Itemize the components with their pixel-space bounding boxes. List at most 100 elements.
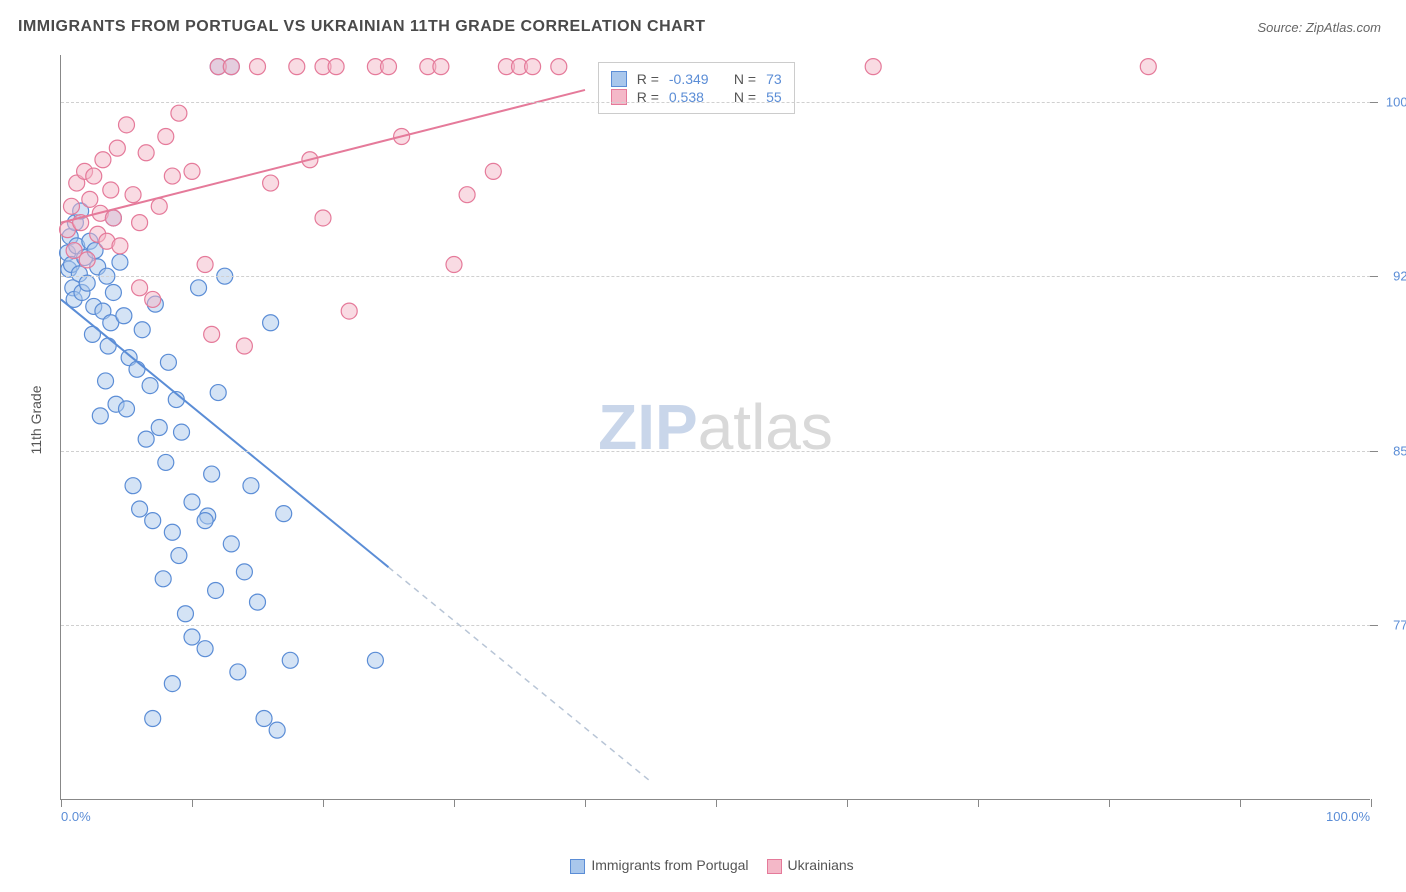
data-point — [138, 145, 154, 161]
n-label: N = — [734, 89, 756, 105]
data-point — [263, 315, 279, 331]
data-point — [116, 308, 132, 324]
x-tick — [716, 799, 717, 807]
y-axis-label: 11th Grade — [28, 385, 44, 454]
data-point — [171, 105, 187, 121]
data-point — [92, 408, 108, 424]
data-point — [79, 252, 95, 268]
legend-swatch — [570, 859, 585, 874]
correlation-legend: R = -0.349 N = 73R = 0.538 N = 55 — [598, 62, 795, 114]
correlation-legend-row: R = -0.349 N = 73 — [611, 71, 782, 87]
data-point — [289, 59, 305, 75]
data-point — [119, 117, 135, 133]
data-point — [250, 594, 266, 610]
x-tick — [1240, 799, 1241, 807]
n-value: 73 — [766, 71, 782, 87]
data-point — [100, 338, 116, 354]
source-attribution: Source: ZipAtlas.com — [1257, 20, 1381, 35]
gridline — [61, 102, 1370, 103]
data-point — [98, 373, 114, 389]
gridline — [61, 276, 1370, 277]
data-point — [155, 571, 171, 587]
data-point — [250, 59, 266, 75]
data-point — [204, 466, 220, 482]
legend-series-label: Ukrainians — [788, 857, 854, 873]
y-tick-label: 100.0% — [1380, 94, 1406, 109]
data-point — [125, 187, 141, 203]
x-tick-label: 0.0% — [61, 809, 91, 824]
legend-swatch — [611, 89, 627, 105]
x-tick — [323, 799, 324, 807]
data-point — [164, 676, 180, 692]
x-tick — [847, 799, 848, 807]
x-tick — [1371, 799, 1372, 807]
data-point — [164, 168, 180, 184]
legend-swatch — [611, 71, 627, 87]
data-point — [164, 524, 180, 540]
data-point — [223, 59, 239, 75]
data-point — [1140, 59, 1156, 75]
data-point — [86, 168, 102, 184]
x-tick — [454, 799, 455, 807]
data-point — [145, 513, 161, 529]
data-point — [263, 175, 279, 191]
y-tick-label: 77.5% — [1380, 618, 1406, 633]
data-point — [109, 140, 125, 156]
data-point — [145, 291, 161, 307]
data-point — [112, 238, 128, 254]
data-point — [256, 711, 272, 727]
data-point — [184, 629, 200, 645]
correlation-legend-row: R =0.538N =55 — [611, 89, 782, 105]
y-tick — [1370, 451, 1378, 452]
data-point — [142, 378, 158, 394]
data-point — [236, 338, 252, 354]
data-point — [315, 210, 331, 226]
x-tick-label: 100.0% — [1326, 809, 1370, 824]
data-point — [79, 275, 95, 291]
data-point — [230, 664, 246, 680]
data-point — [63, 198, 79, 214]
plot-area: ZIPatlas R =-0.349N =73R =0.538N =55 77.… — [60, 55, 1370, 800]
data-point — [174, 424, 190, 440]
r-label: R = — [637, 71, 659, 87]
x-tick — [585, 799, 586, 807]
series-legend: Immigrants from Portugal Ukrainians — [0, 857, 1406, 874]
y-tick — [1370, 625, 1378, 626]
x-tick — [61, 799, 62, 807]
data-point — [197, 641, 213, 657]
data-point — [197, 513, 213, 529]
data-point — [485, 163, 501, 179]
y-tick — [1370, 102, 1378, 103]
x-tick — [1109, 799, 1110, 807]
data-point — [204, 326, 220, 342]
n-label: N = — [734, 71, 756, 87]
r-value: 0.538 — [669, 89, 724, 105]
chart-title: IMMIGRANTS FROM PORTUGAL VS UKRAINIAN 11… — [18, 18, 706, 36]
data-point — [132, 215, 148, 231]
n-value: 55 — [766, 89, 782, 105]
data-point — [459, 187, 475, 203]
data-point — [381, 59, 397, 75]
y-tick — [1370, 276, 1378, 277]
data-point — [551, 59, 567, 75]
data-point — [269, 722, 285, 738]
data-point — [158, 128, 174, 144]
data-point — [145, 711, 161, 727]
data-point — [105, 210, 121, 226]
data-point — [82, 191, 98, 207]
data-point — [105, 284, 121, 300]
y-tick-label: 92.5% — [1380, 269, 1406, 284]
data-point — [243, 478, 259, 494]
data-point — [433, 59, 449, 75]
data-point — [158, 454, 174, 470]
legend-series-label: Immigrants from Portugal — [591, 857, 748, 873]
data-point — [197, 257, 213, 273]
data-point — [134, 322, 150, 338]
x-tick — [978, 799, 979, 807]
r-value: -0.349 — [669, 71, 724, 87]
data-point — [276, 506, 292, 522]
gridline — [61, 625, 1370, 626]
data-point — [132, 501, 148, 517]
regression-line — [61, 299, 389, 567]
data-point — [191, 280, 207, 296]
